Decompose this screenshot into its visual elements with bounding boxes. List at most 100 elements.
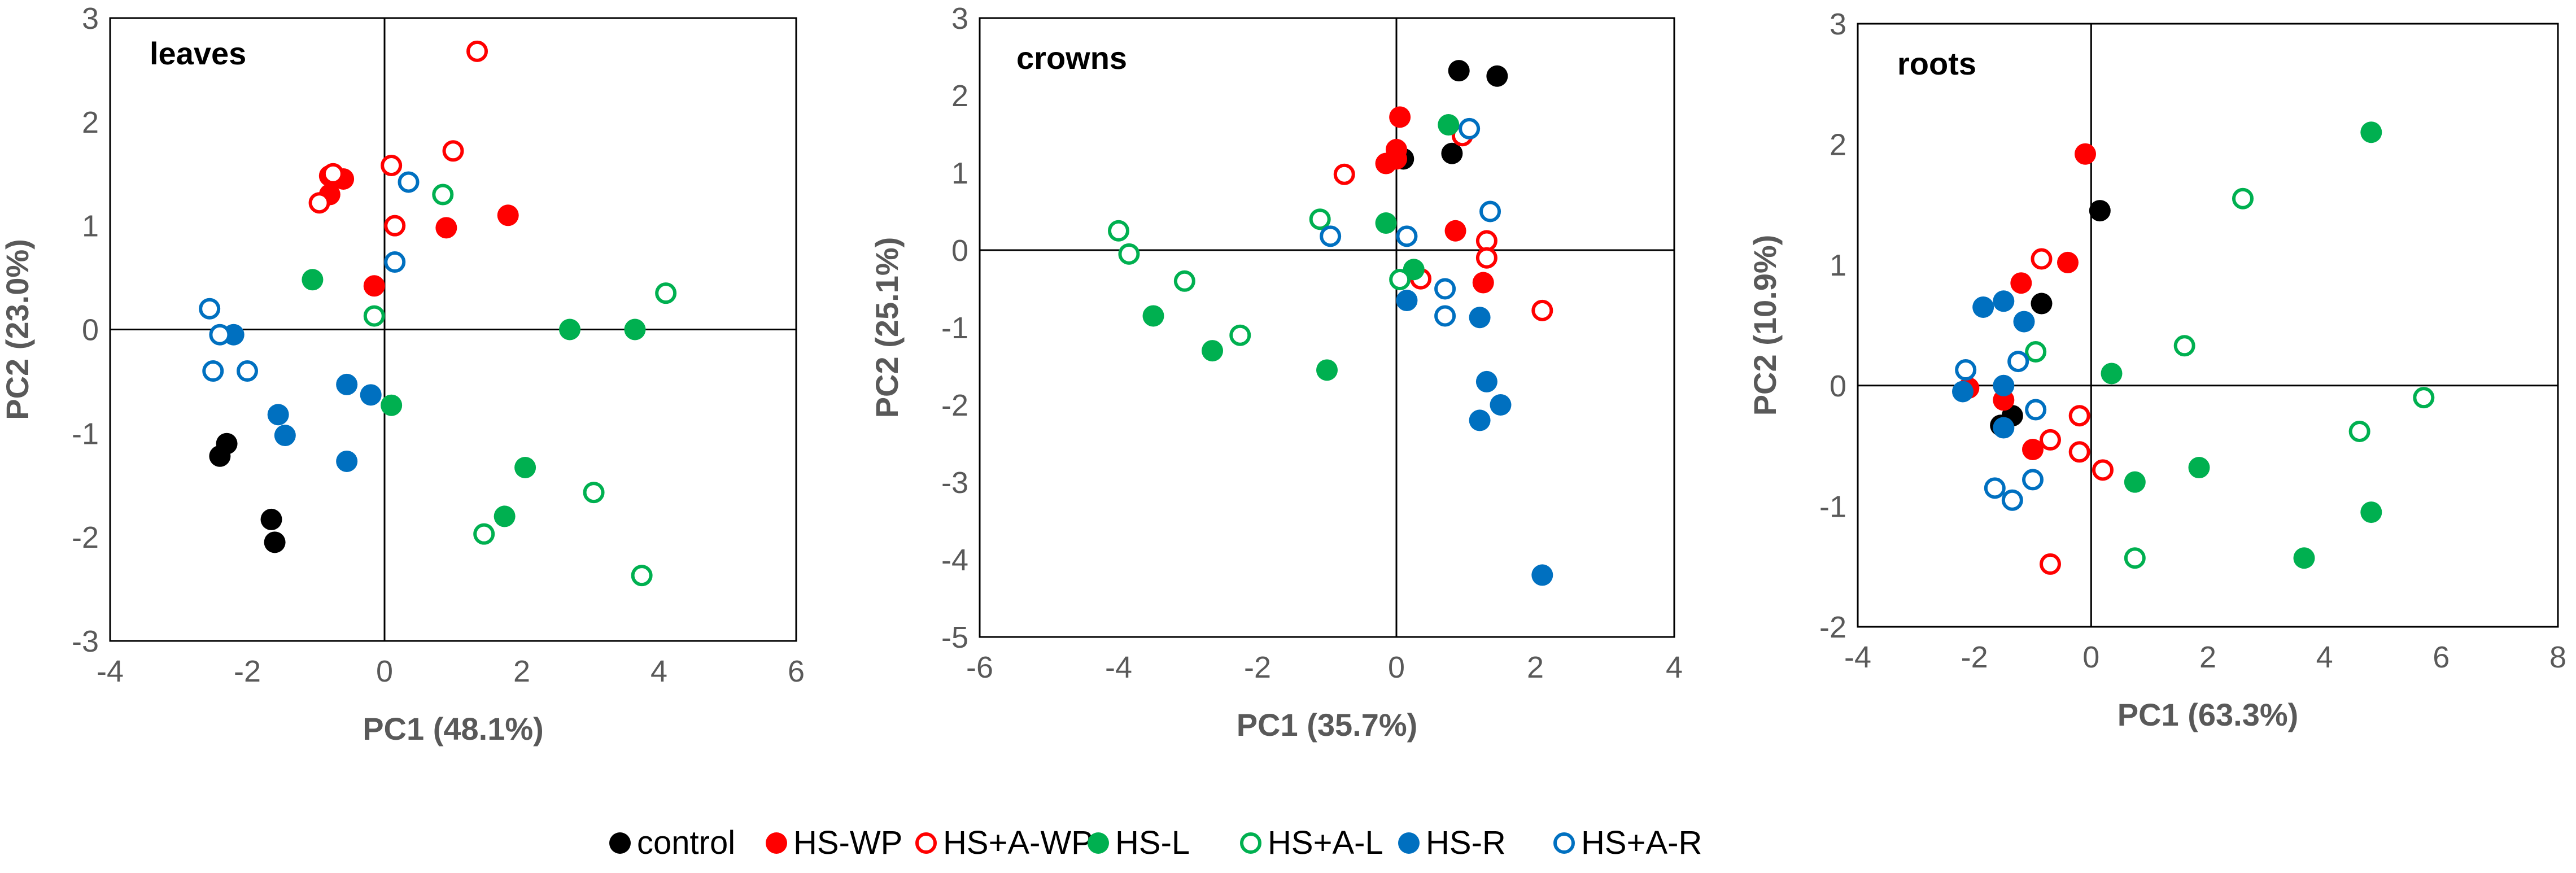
data-point [322,163,344,185]
x-tick-label: 4 [1666,651,1683,684]
data-point [1469,307,1491,329]
series-HS+A-R [1955,351,2047,511]
data-point [1320,225,1342,247]
x-tick-label: 2 [513,654,530,688]
x-tick-label: 6 [2433,640,2450,674]
legend-item-HS-R: HS-R [1398,824,1506,861]
leaves-panel: -4 -2 0 2 4 6 -3 -2 -1 0 1 2 3 PC1 (48.1%) PC2 (23.0%)… [0,2,805,747]
x-tick-label: -2 [1244,651,1271,684]
y-tick-label: 2 [82,106,99,139]
series-HS+A-L [363,184,677,587]
series-HS-R [1396,290,1553,586]
data-point [2007,351,2029,373]
series-HS+A-L [2025,187,2435,569]
y-tick-label: 2 [1830,128,1846,162]
data-point [1952,381,1974,403]
data-point [1475,247,1497,269]
legend-item-HS-WP: HS-WP [766,824,902,861]
data-point [264,531,286,553]
y-axis-title: PC2 (10.9%) [1747,235,1783,416]
x-tick-label: 0 [1388,651,1405,684]
data-point [1396,225,1418,247]
data-point [1448,60,1470,82]
data-point [432,184,454,206]
data-point [1309,208,1331,230]
y-axis-title: PC2 (23.0%) [0,239,35,420]
data-point [1486,65,1508,87]
data-point [381,394,403,416]
data-point [1472,272,1494,294]
data-point [1479,200,1501,222]
data-point [2001,489,2023,511]
y-tick-label: -2 [1819,610,1846,644]
data-point [1333,163,1355,185]
y-tick-label: 3 [951,2,968,36]
data-point [209,324,231,346]
data-point [1389,269,1411,291]
data-point [363,305,385,327]
y-tick-label: 0 [1830,369,1846,403]
legend-item-control: control [609,824,735,861]
data-point [442,140,464,162]
data-point [1173,270,1195,292]
data-point [1118,243,1140,265]
data-point [2031,248,2053,270]
y-tick-label: -4 [941,543,968,577]
y-tick-label: -3 [72,625,99,658]
data-point [2101,363,2123,385]
data-point [2124,471,2146,493]
x-tick-label: 6 [788,654,805,688]
data-point [302,269,324,291]
data-point [209,445,231,467]
legend-item-HS+A-WP: HS+A-WP [915,824,1093,861]
y-tick-label: 0 [951,234,968,268]
x-tick-label: 2 [2199,640,2216,674]
data-point [1459,117,1481,139]
data-point [398,171,420,193]
legend-marker [1240,832,1261,854]
data-point [559,318,581,341]
series-HS+A-WP [1333,125,1553,321]
data-point [1438,114,1460,136]
data-point [473,523,495,545]
data-point [2010,272,2032,294]
x-tick-label: -4 [97,654,124,688]
panel-title: crowns [1016,40,1127,76]
panel-title: roots [1897,46,1976,81]
legend: control HS-WP HS+A-WP HS-L HS+A-L HS-R HS+A-R [609,824,1702,861]
y-tick-label: 1 [951,156,968,190]
legend-label: HS-R [1426,824,1506,861]
data-point [1469,409,1491,431]
x-tick-label: -2 [234,654,261,688]
data-point [2022,469,2044,491]
legend-item-HS+A-L: HS+A-L [1240,824,1383,861]
data-point [1229,324,1251,346]
y-tick-label: 1 [1830,248,1846,282]
legend-label: HS-L [1115,824,1190,861]
series-HS-L [1142,114,1460,381]
x-tick-label: 8 [2549,640,2566,674]
data-point [497,204,519,226]
data-point [202,360,224,382]
data-point [274,425,296,447]
data-point [1386,148,1407,170]
x-axis-title: PC1 (35.7%) [1237,707,1418,743]
y-tick-label: -3 [941,466,968,500]
data-point [1475,370,1497,392]
legend-marker [609,832,631,854]
data-point [655,282,677,304]
legend-label: HS+A-R [1581,824,1702,861]
legend-label: HS+A-L [1268,824,1383,861]
legend-marker [915,832,937,854]
data-point [1972,296,1994,318]
series-HS-L [2101,121,2382,569]
data-point [2089,200,2111,222]
x-tick-label: 0 [2082,640,2099,674]
plot-area-frame [1857,23,2559,628]
y-tick-label: 2 [951,79,968,113]
data-point [1993,290,2015,312]
data-point [363,275,385,297]
data-point [1955,359,1977,381]
